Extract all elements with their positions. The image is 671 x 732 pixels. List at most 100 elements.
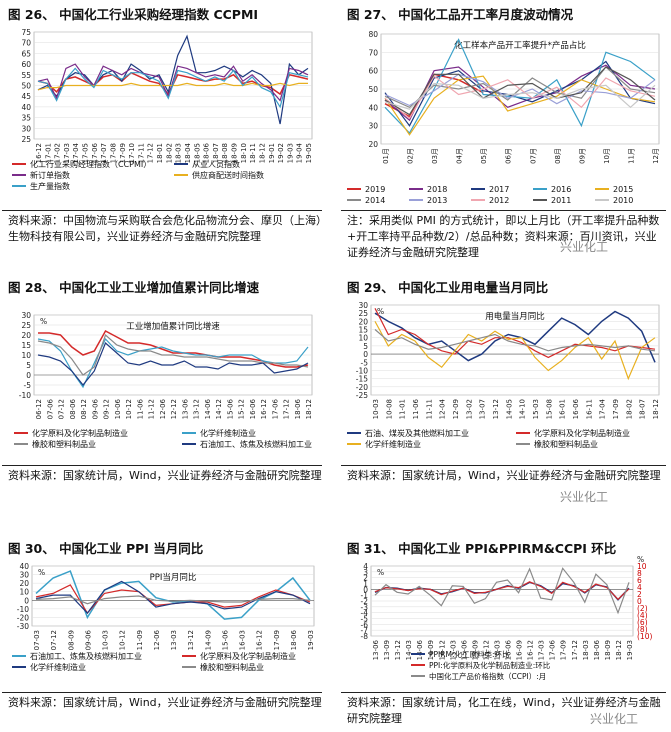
x-tick-label: 16-12 bbox=[35, 143, 43, 163]
x-tick-label: 15-12 bbox=[482, 640, 490, 660]
y-tick-label: 0 bbox=[363, 585, 368, 594]
legend-label: 2013 bbox=[427, 196, 447, 205]
y-tick-label: 25 bbox=[21, 321, 31, 330]
y-tick-label: 30 bbox=[358, 301, 368, 310]
x-tick-label: 12-06 bbox=[153, 629, 161, 650]
y-tick-label: 15 bbox=[21, 341, 31, 350]
y-tick-label: 5 bbox=[26, 361, 31, 370]
x-tick-label: 06-12 bbox=[35, 399, 43, 419]
x-tick-label: 19-05 bbox=[305, 143, 313, 163]
series-line bbox=[384, 66, 656, 116]
legend-label: 2017 bbox=[489, 185, 509, 194]
y-tick-label: 60 bbox=[368, 67, 378, 76]
x-tick-label: 18-11 bbox=[249, 143, 257, 163]
y-tick-label: 40 bbox=[21, 103, 31, 112]
x-tick-label: 14-09 bbox=[427, 640, 435, 660]
y-tick-label: 1 bbox=[363, 580, 368, 589]
x-tick-label: 11月 bbox=[627, 148, 635, 164]
series-line bbox=[384, 82, 656, 110]
divider-line bbox=[2, 465, 322, 466]
legend-label: 橡胶和塑料制品业 bbox=[200, 662, 264, 672]
divider-line bbox=[341, 210, 666, 211]
x-tick-label: 18-12 bbox=[652, 399, 660, 419]
x-tick-label: 18-06 bbox=[290, 629, 298, 650]
legend-label: 从业人员指数 bbox=[192, 159, 240, 169]
x-tick-label: 17-12 bbox=[283, 399, 291, 419]
y-tick-label: 20 bbox=[21, 331, 31, 340]
series-line bbox=[37, 341, 309, 386]
x-tick-label: 18-06 bbox=[203, 142, 211, 163]
y-tick-label: 35 bbox=[21, 114, 31, 123]
x-tick-label: 12月 bbox=[652, 148, 660, 164]
x-tick-label: 14-09 bbox=[204, 630, 212, 650]
y-tick-label: -5 bbox=[24, 381, 32, 390]
series-line bbox=[384, 75, 656, 136]
x-tick-label: 15-06 bbox=[226, 398, 234, 419]
x-tick-label: 02月 bbox=[407, 148, 415, 164]
y-right-tick-label: (2) bbox=[637, 604, 648, 613]
legend-label: 生产量指数 bbox=[30, 181, 70, 191]
y-tick-label: 20 bbox=[368, 140, 378, 149]
x-tick-label: 17-04 bbox=[599, 398, 607, 419]
x-tick-label: 09月 bbox=[578, 148, 586, 164]
series-line bbox=[384, 60, 656, 127]
y-tick-label: -6 bbox=[361, 620, 369, 629]
x-tick-label: 09-12 bbox=[103, 399, 111, 419]
x-tick-label: 18-07 bbox=[639, 399, 647, 419]
x-tick-label: 12-04 bbox=[439, 398, 447, 419]
x-tick-label: 15-03 bbox=[449, 640, 457, 660]
x-tick-label: 18-03 bbox=[175, 143, 183, 163]
x-tick-label: 16-12 bbox=[527, 640, 535, 660]
figure-caption: 图 31、 中国化工业 PPI&PPIRM&CCPI 环比 bbox=[347, 541, 617, 556]
watermark: 兴业化工 bbox=[560, 240, 609, 254]
y-tick-label: -20 bbox=[17, 613, 29, 622]
x-tick-label: 13-12 bbox=[492, 399, 500, 419]
legend-label: 化学纤维制造业 bbox=[200, 428, 256, 438]
x-tick-label: 18-12 bbox=[615, 640, 623, 660]
y-tick-label: 3 bbox=[363, 568, 368, 577]
y-tick-label: -10 bbox=[17, 605, 29, 614]
legend-label: 石油、煤炭及其他燃料加工业 bbox=[365, 428, 469, 438]
x-tick-label: 16-09 bbox=[516, 640, 524, 660]
y-tick-label: 75 bbox=[21, 28, 31, 37]
legend-label: 2014 bbox=[365, 196, 385, 205]
x-tick-label: 13-12 bbox=[193, 399, 201, 419]
y-tick-label: -10 bbox=[356, 366, 368, 375]
x-tick-label: 14-06 bbox=[416, 639, 424, 660]
watermark: 兴业化工 bbox=[560, 490, 609, 504]
y-tick-label: 4 bbox=[363, 562, 368, 571]
series-line bbox=[384, 75, 656, 120]
y-right-tick-label: (10) bbox=[637, 632, 652, 641]
x-tick-label: 17-06 bbox=[91, 142, 99, 163]
x-tick-label: 15-06 bbox=[221, 629, 229, 650]
legend-label: PPI:化学原料及化学制品制造业:环比 bbox=[429, 660, 551, 670]
x-tick-label: 11-11 bbox=[425, 399, 433, 419]
series-line bbox=[374, 329, 656, 352]
legend-label: PPIRM:化工原料类:环比 bbox=[429, 649, 510, 659]
y-tick-label: 45 bbox=[21, 92, 31, 101]
watermark: 兴业化工 bbox=[590, 712, 639, 726]
y-unit: % bbox=[40, 317, 47, 326]
legend-label: 2012 bbox=[489, 196, 509, 205]
y-right-tick-label: 6 bbox=[637, 576, 642, 585]
x-tick-label: 17-07 bbox=[100, 143, 108, 163]
x-tick-label: 13-06 bbox=[181, 398, 189, 419]
y-tick-label: 20 bbox=[358, 317, 368, 326]
y-right-unit: % bbox=[637, 555, 644, 564]
chart-title: 化工样本产品开工率提升*产品占比 bbox=[454, 40, 586, 51]
x-tick-label: 18-08 bbox=[221, 143, 229, 163]
figure-caption: 图 29、 中国化工业用电量当月同比 bbox=[347, 280, 549, 295]
x-tick-label: 12-12 bbox=[170, 399, 178, 419]
x-tick-label: 10-03 bbox=[372, 399, 380, 419]
x-tick-label: 13-06 bbox=[372, 639, 380, 660]
series-line bbox=[374, 581, 630, 601]
x-tick-label: 19-03 bbox=[307, 630, 315, 650]
x-tick-label: 19-03 bbox=[626, 640, 634, 660]
legend-label: 2018 bbox=[427, 185, 447, 194]
x-tick-label: 17-09 bbox=[119, 143, 127, 163]
y-tick-label: 30 bbox=[19, 571, 29, 580]
y-tick-label: 40 bbox=[19, 562, 29, 571]
y-unit: % bbox=[377, 568, 384, 577]
